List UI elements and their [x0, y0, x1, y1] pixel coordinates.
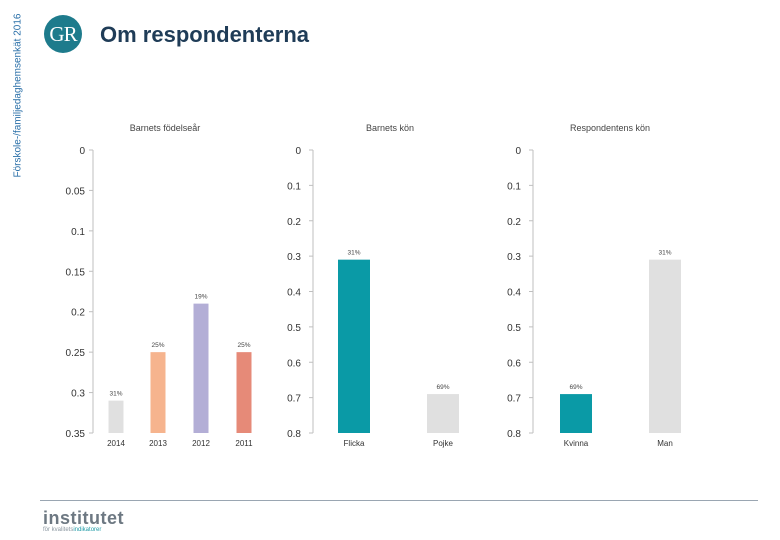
chart-2-tick-label: 0.7	[287, 394, 301, 405]
chart-2-tick-label: 0.8	[287, 429, 301, 440]
chart-1-category-label: 2013	[149, 439, 167, 448]
chart-3-tick-label: 0.8	[507, 429, 521, 440]
chart-1-data-label: 25%	[151, 342, 164, 349]
chart-1-tick-label: 0.1	[71, 227, 85, 238]
chart-2-category-label: Pojke	[433, 439, 454, 448]
chart-1-bar-2012	[193, 303, 209, 433]
chart-1-bar-2011	[236, 352, 252, 433]
chart-2-category-label: Flicka	[344, 439, 365, 448]
chart-3-tick-label: 0.6	[507, 358, 521, 369]
chart-2-tick-label: 0	[295, 146, 301, 157]
footer-divider-right	[305, 500, 758, 501]
chart-1-tick-label: 0.3	[71, 389, 85, 400]
chart-3-category-label: Kvinna	[564, 439, 589, 448]
chart-3-category-label: Man	[657, 439, 673, 448]
institutet-logo: institutet för kvalitetsindikatorer	[43, 508, 124, 533]
chart-2-data-label: 31%	[347, 250, 360, 257]
chart-2-data-label: 69%	[436, 384, 449, 391]
chart-3-tick-label: 0.4	[507, 288, 521, 299]
chart-2-tick-label: 0.1	[287, 181, 301, 192]
chart-1-bar-2013	[150, 352, 166, 433]
chart-3-title: Respondentens kön	[570, 123, 650, 133]
chart-2-tick-label: 0.6	[287, 358, 301, 369]
chart-3-tick-label: 0.5	[507, 323, 521, 334]
gr-logo: GR	[44, 15, 82, 53]
chart-2-tick-label: 0.4	[287, 288, 301, 299]
chart-1-tick-label: 0.35	[66, 429, 86, 440]
chart-3-bar-kvinna	[560, 394, 592, 433]
chart-3-tick-label: 0	[515, 146, 521, 157]
chart-1-data-label: 25%	[237, 342, 250, 349]
chart-1-tick-label: 0.05	[66, 186, 86, 197]
chart-2-tick-label: 0.3	[287, 252, 301, 263]
chart-3-tick-label: 0.2	[507, 217, 521, 228]
chart-1-tick-label: 0.2	[71, 308, 85, 319]
chart-2-tick-label: 0.5	[287, 323, 301, 334]
chart-2-title: Barnets kön	[366, 123, 414, 133]
chart-1-category-label: 2011	[235, 439, 253, 448]
chart-1-tick-label: 0	[79, 146, 85, 157]
chart-1-data-label: 31%	[109, 391, 122, 398]
chart-1-category-label: 2012	[192, 439, 210, 448]
chart-2-bar-pojke	[427, 394, 459, 433]
footer-divider-left	[40, 500, 305, 501]
chart-3-tick-label: 0.3	[507, 252, 521, 263]
chart-3-data-label: 69%	[569, 384, 582, 391]
chart-3-data-label: 31%	[658, 250, 671, 257]
chart-1-data-label: 19%	[194, 294, 207, 301]
chart-3-tick-label: 0.7	[507, 394, 521, 405]
chart-2-tick-label: 0.2	[287, 217, 301, 228]
page-title: Om respondenterna	[100, 22, 310, 47]
chart-1-bar-2014	[108, 400, 124, 433]
footer-brand: institutet	[43, 508, 124, 528]
footer-tagline: för kvalitetsindikatorer	[43, 527, 102, 533]
chart-2-bar-flicka	[338, 259, 370, 433]
chart-3-tick-label: 0.1	[507, 181, 521, 192]
chart-1-category-label: 2014	[107, 439, 125, 448]
chart-1-title: Barnets födelseår	[130, 123, 201, 133]
chart-1-tick-label: 0.25	[66, 348, 86, 359]
chart-1-tick-label: 0.15	[66, 267, 86, 278]
chart-3-bar-man	[649, 259, 681, 433]
